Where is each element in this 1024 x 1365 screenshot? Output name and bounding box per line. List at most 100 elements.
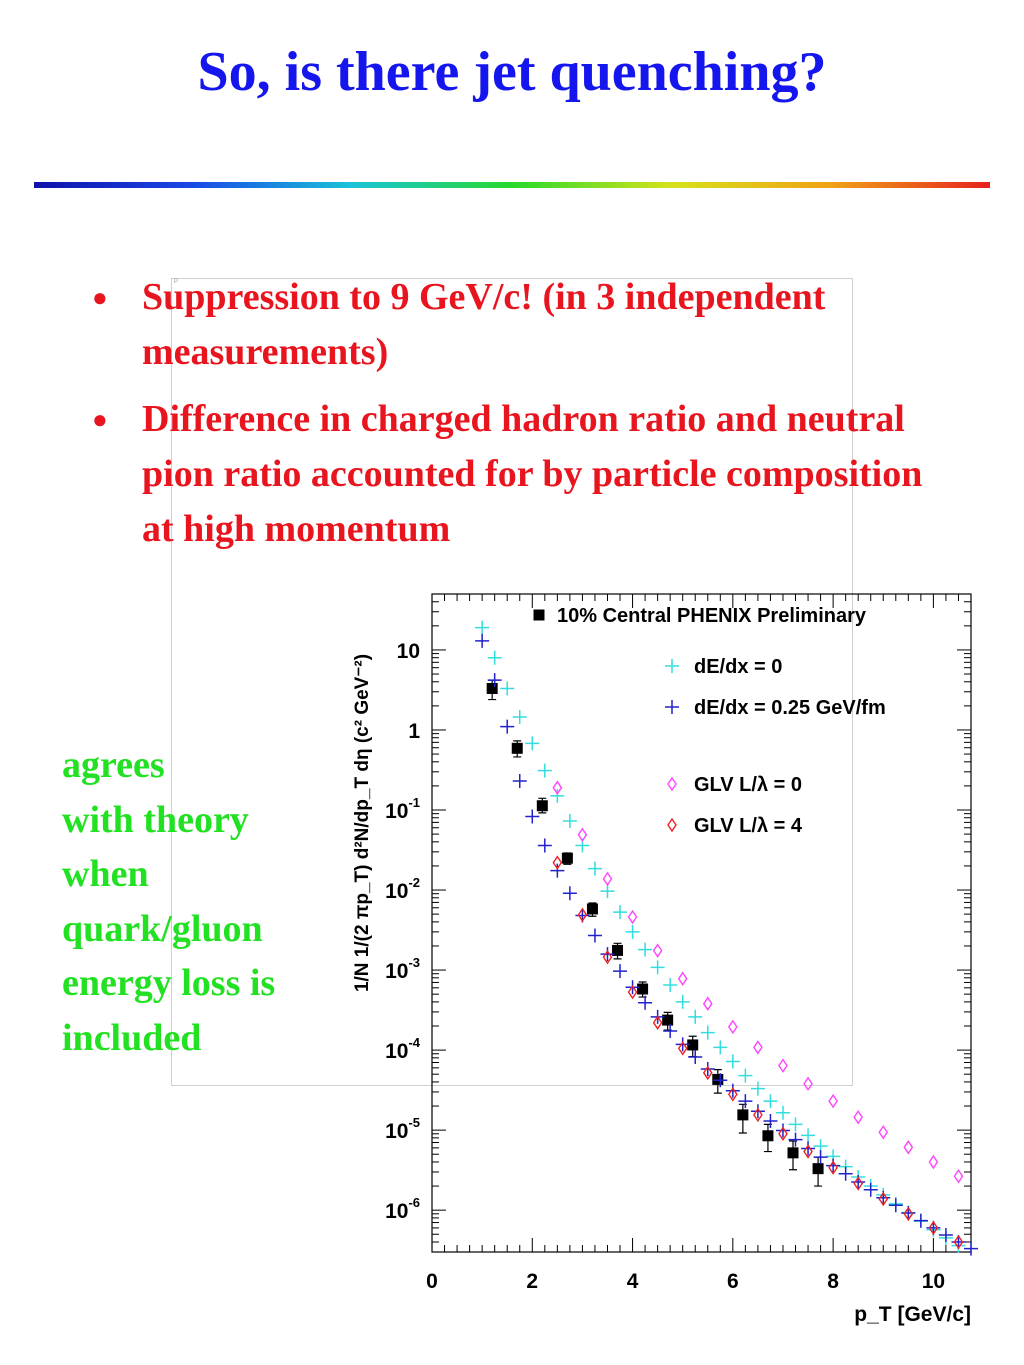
data-point-series-1 — [550, 788, 565, 803]
data-point-series-1 — [500, 681, 515, 696]
data-point-series-1 — [750, 1081, 765, 1096]
data-point-series-2 — [750, 1104, 765, 1119]
data-point-series-4 — [753, 1107, 763, 1123]
data-point-series-4 — [953, 1234, 964, 1250]
data-point-series-1 — [775, 1105, 790, 1120]
legend-label: dE/dx = 0 — [694, 656, 782, 678]
data-point-series-2 — [475, 633, 490, 648]
y-tick-label: 10-6 — [385, 1195, 420, 1223]
x-tick-label: 2 — [526, 1270, 538, 1293]
plot-frame — [431, 593, 972, 1253]
data-point-series-1 — [650, 960, 665, 975]
data-point-series-2 — [688, 1049, 703, 1064]
data-point-series-0 — [787, 1147, 799, 1159]
data-point-series-1 — [738, 1068, 753, 1083]
data-point-series-1 — [587, 861, 602, 876]
data-point-series-3 — [602, 871, 613, 887]
data-point-series-0 — [536, 800, 548, 812]
data-point-series-4 — [627, 984, 638, 1000]
data-point-series-3 — [552, 780, 563, 795]
data-point-series-0 — [737, 1109, 749, 1121]
data-point-series-4 — [778, 1126, 788, 1142]
legend-marker — [533, 609, 545, 621]
data-point-series-1 — [713, 1040, 728, 1055]
data-point-series-2 — [964, 1241, 978, 1256]
data-point-series-4 — [602, 949, 613, 965]
x-tick-label: 6 — [727, 1270, 739, 1293]
data-point-series-1 — [763, 1094, 778, 1109]
data-point-series-0 — [486, 682, 498, 694]
data-point-series-1 — [700, 1025, 715, 1040]
data-point-series-2 — [713, 1073, 728, 1088]
data-point-series-4 — [878, 1191, 889, 1207]
y-tick-label: 1 — [408, 720, 420, 743]
data-point-series-4 — [828, 1160, 838, 1175]
data-point-series-0 — [612, 944, 624, 956]
data-point-series-3 — [753, 1040, 763, 1055]
y-tick-label: 10-2 — [385, 875, 420, 903]
data-point-series-4 — [677, 1041, 688, 1056]
theory-note: agrees with theory when quark/gluon ener… — [62, 744, 276, 1059]
x-axis-title: p_T [GeV/c] — [854, 1303, 971, 1326]
data-point-series-3 — [778, 1058, 788, 1073]
legend-label: 10% Central PHENIX Preliminary — [557, 605, 867, 627]
data-point-series-4 — [853, 1176, 864, 1191]
data-point-series-1 — [525, 736, 540, 751]
data-point-series-2 — [487, 673, 502, 688]
bullet-list: ● Suppression to 9 GeV/c! (in 3 independ… — [90, 270, 950, 569]
data-point-series-4 — [903, 1206, 914, 1222]
data-point-series-3 — [803, 1076, 813, 1091]
data-point-series-0 — [662, 1014, 674, 1026]
bullet-dot-icon: ● — [92, 283, 108, 312]
data-point-series-3 — [953, 1169, 964, 1184]
y-axis-title: 1/N 1/(2 πp_T) d²N/dp_T dη (c² GeV⁻²) — [352, 654, 373, 992]
y-tick-label: 10-5 — [385, 1115, 420, 1143]
data-point-series-2 — [838, 1166, 853, 1181]
data-point-series-1 — [688, 1009, 703, 1024]
bullet-item: ● Suppression to 9 GeV/c! (in 3 independ… — [90, 270, 950, 380]
data-point-series-3 — [878, 1125, 889, 1140]
data-point-series-1 — [801, 1128, 816, 1143]
legend-label: GLV L/λ = 4 — [694, 815, 803, 837]
data-point-series-2 — [801, 1141, 816, 1156]
legend-marker — [665, 700, 679, 714]
legend-marker — [667, 817, 677, 833]
data-point-series-2 — [613, 964, 628, 979]
data-point-series-0 — [511, 742, 523, 754]
data-point-series-3 — [928, 1154, 939, 1170]
data-point-series-1 — [475, 620, 490, 635]
data-point-series-1 — [613, 905, 628, 920]
data-point-series-2 — [587, 928, 602, 943]
placeholder-icon: P — [174, 279, 179, 285]
data-point-series-1 — [638, 942, 653, 957]
data-point-series-4 — [577, 907, 588, 923]
bullet-dot-icon: ● — [92, 405, 108, 434]
legend-marker — [665, 659, 679, 673]
data-point-series-0 — [687, 1039, 699, 1051]
data-point-series-3 — [727, 1019, 738, 1035]
data-point-series-0 — [812, 1163, 824, 1175]
data-point-series-2 — [550, 863, 565, 878]
bullet-text: Suppression to 9 GeV/c! (in 3 independen… — [142, 276, 826, 373]
data-point-series-3 — [828, 1093, 838, 1109]
data-point-series-1 — [625, 924, 640, 939]
data-point-series-4 — [803, 1144, 813, 1159]
placeholder-frame: P — [171, 278, 853, 1086]
data-point-series-2 — [763, 1114, 778, 1129]
bullet-text: Difference in charged hadron ratio and n… — [142, 398, 923, 550]
data-point-series-2 — [913, 1213, 928, 1228]
data-point-series-2 — [537, 838, 552, 853]
data-point-series-1 — [788, 1117, 803, 1132]
data-point-series-3 — [627, 909, 638, 925]
data-point-series-2 — [738, 1094, 753, 1109]
x-tick-label: 10 — [922, 1270, 945, 1293]
data-point-series-2 — [500, 719, 515, 734]
data-point-series-4 — [702, 1065, 713, 1081]
x-tick-label: 4 — [627, 1270, 639, 1293]
data-point-series-2 — [663, 1024, 678, 1039]
x-tick-label: 0 — [426, 1270, 438, 1293]
y-tick-label: 10-1 — [385, 795, 420, 823]
data-point-series-0 — [586, 903, 598, 915]
legend-marker — [667, 776, 677, 792]
data-point-series-1 — [562, 813, 577, 828]
